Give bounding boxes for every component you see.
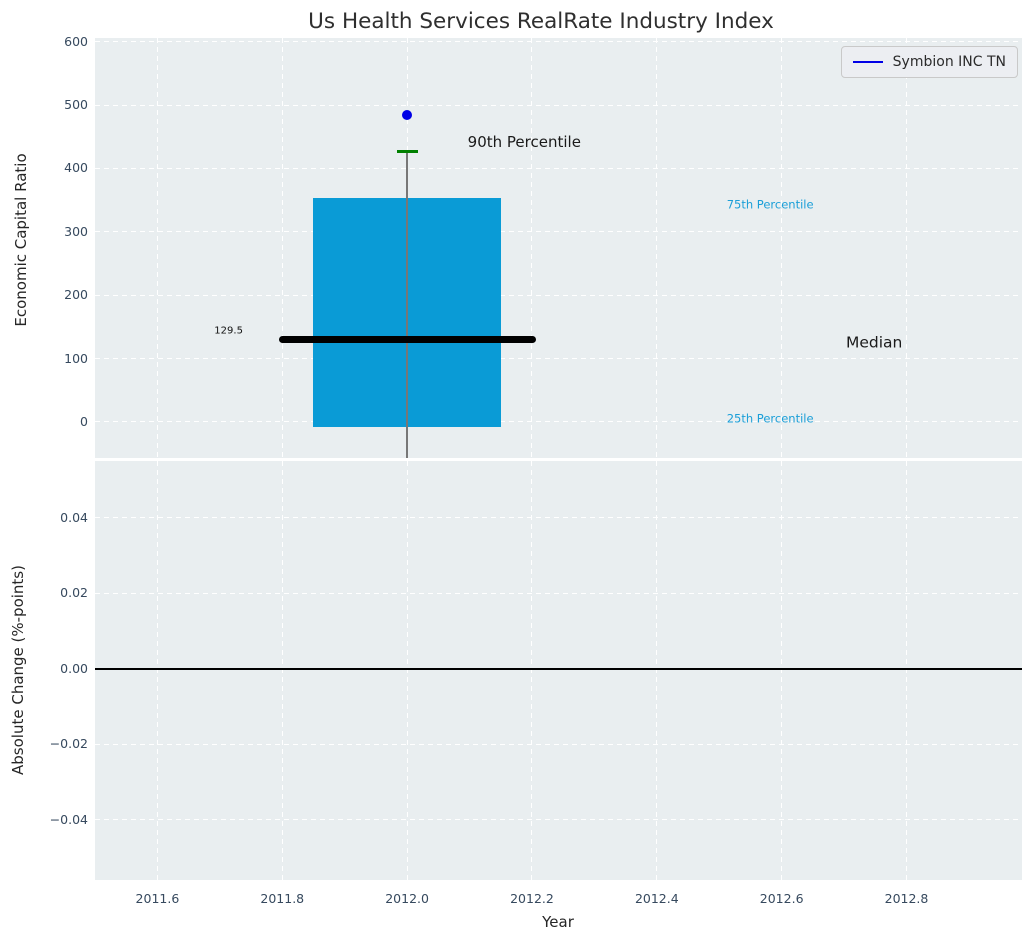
gridline-x	[656, 461, 658, 880]
legend-line-icon	[852, 60, 883, 64]
y-tick-label: −0.04	[49, 811, 88, 827]
gridline-x	[781, 461, 783, 880]
x-axis-label: Year	[542, 913, 574, 931]
gridline-y	[95, 231, 1022, 233]
legend-label: Symbion INC TN	[892, 54, 1006, 70]
gridline-y	[95, 104, 1022, 106]
gridline-x	[656, 38, 658, 458]
top-plot: Symbion INC TN 129.5 90th Percentile 75th …	[95, 38, 1022, 458]
gridline-y	[95, 819, 1022, 821]
annotation-25th-percentile: 25th Percentile	[726, 411, 814, 426]
annotation-129-5: 129.5	[214, 325, 243, 337]
y-tick-label: 0.00	[60, 660, 88, 676]
y-tick-label: 0	[80, 413, 88, 429]
gridline-y	[95, 517, 1022, 519]
bottom-plot	[95, 461, 1022, 880]
gridline-y	[95, 421, 1022, 423]
zero-line	[95, 667, 1022, 670]
gridline-x	[281, 38, 283, 458]
annotation-median: Median	[845, 333, 903, 352]
x-tick-label: 2012.2	[510, 891, 554, 906]
median-line	[278, 336, 536, 344]
company-point	[402, 110, 413, 121]
gridline-x	[281, 461, 283, 880]
gridline-x	[781, 38, 783, 458]
annotation-90th-percentile: 90th Percentile	[467, 132, 581, 151]
x-tick-label: 2012.0	[385, 891, 429, 906]
p90-cap	[396, 149, 418, 153]
gridline-x	[531, 461, 533, 880]
y-tick-label: 300	[64, 223, 88, 239]
gridline-y	[95, 167, 1022, 169]
x-tick-label: 2012.6	[759, 891, 804, 906]
x-tick-label: 2012.8	[884, 891, 929, 906]
gridline-x	[406, 461, 408, 880]
gridline-x	[906, 38, 907, 458]
y-tick-label: 200	[64, 287, 88, 303]
y-tick-label: −0.02	[49, 736, 88, 752]
chart-title: Us Health Services RealRate Industry Ind…	[308, 9, 774, 34]
x-tick-label: 2012.4	[634, 891, 679, 906]
gridline-x	[156, 461, 158, 880]
gridline-y	[95, 294, 1022, 296]
gridline-y	[95, 358, 1022, 360]
y-tick-label: 500	[64, 97, 88, 113]
whisker-line	[406, 151, 408, 458]
y-tick-label: 0.04	[60, 509, 88, 525]
y-tick-label: 600	[64, 33, 88, 49]
gridline-x	[156, 38, 158, 458]
gridline-x	[906, 461, 907, 880]
gridline-y	[95, 592, 1022, 594]
gridline-x	[531, 38, 533, 458]
annotation-75th-percentile: 75th Percentile	[726, 197, 814, 212]
y-tick-label: 400	[64, 160, 88, 176]
y-tick-label: 100	[64, 350, 88, 366]
gridline-y	[95, 743, 1022, 745]
legend: Symbion INC TN	[840, 46, 1018, 78]
y-tick-label: 0.02	[60, 585, 88, 601]
x-tick-label: 2011.6	[135, 891, 180, 906]
gridline-y	[95, 41, 1022, 43]
x-tick-label: 2011.8	[260, 891, 305, 906]
